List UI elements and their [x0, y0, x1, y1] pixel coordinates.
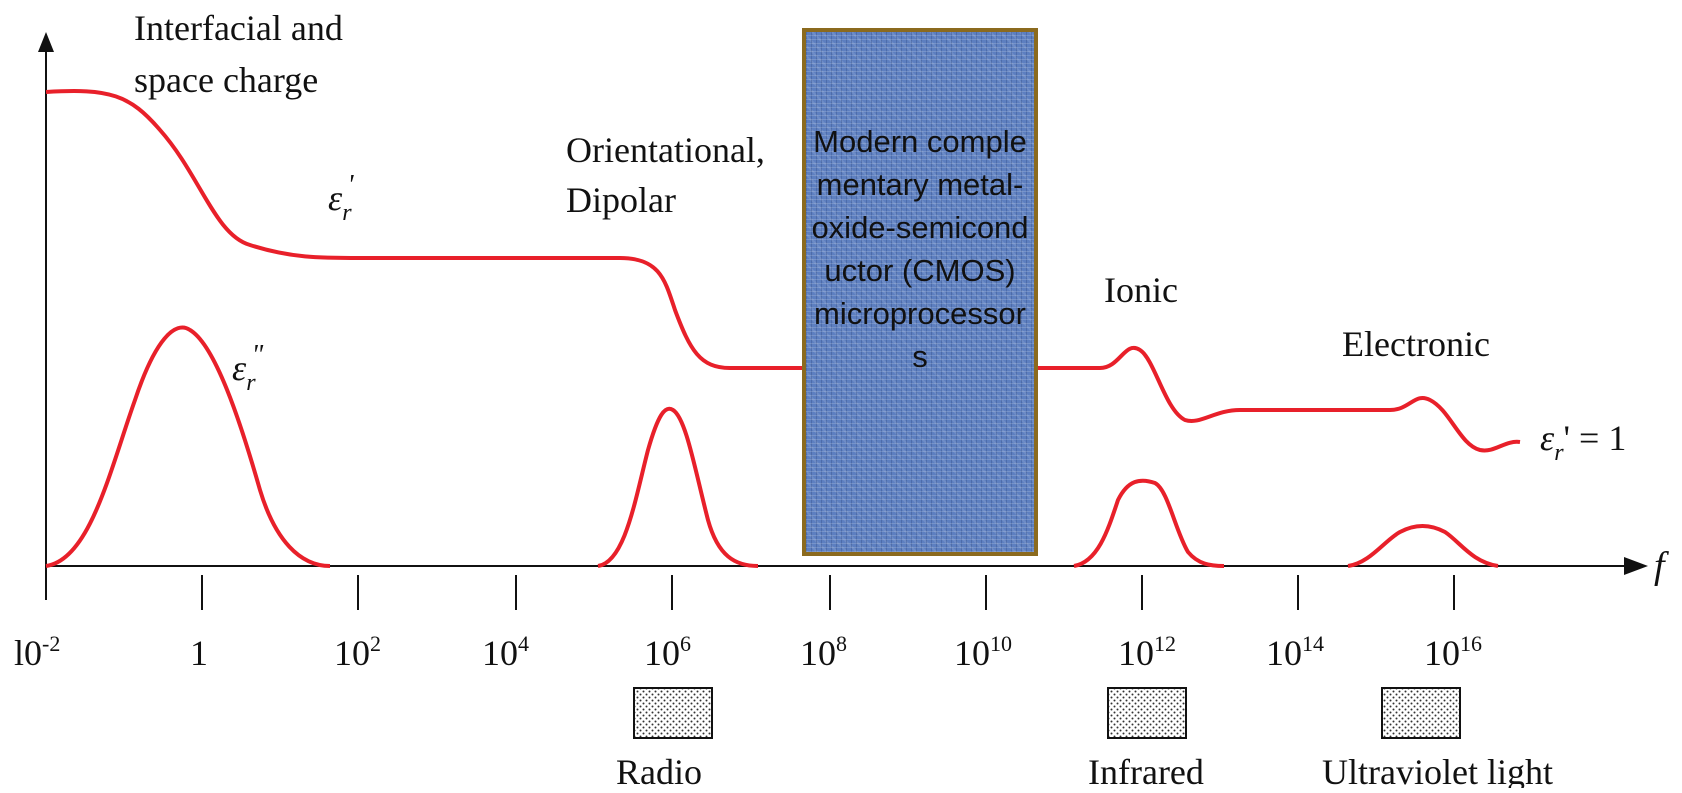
radio-band-label: Radio	[616, 752, 702, 788]
f-axis-label: f	[1654, 545, 1669, 587]
eps-imag-peak-3	[1073, 478, 1225, 568]
infrared-band-box	[1107, 687, 1187, 739]
orientational-label-line1: Orientational,	[566, 130, 765, 170]
interfacial-label-line1: Interfacial and	[134, 8, 343, 48]
electronic-label: Electronic	[1342, 324, 1490, 364]
infrared-band-label: Infrared	[1088, 752, 1204, 788]
tick-marks	[45, 566, 1455, 610]
y-axis-arrow	[38, 32, 54, 52]
ionic-label: Ionic	[1104, 270, 1178, 310]
eps-imag-peak-4	[1347, 524, 1499, 568]
tick-label-7: 1012	[1118, 631, 1176, 673]
radio-band-box	[633, 687, 713, 739]
tick-label-2: 102	[334, 631, 381, 673]
eps-imag-peak-1	[45, 325, 331, 568]
eps-imag-label: εr"	[232, 340, 264, 396]
tick-label-6: 1010	[954, 631, 1012, 673]
tick-label-9: 1016	[1424, 631, 1482, 673]
x-axis-arrow	[1624, 557, 1648, 575]
eps-imag-peak-2	[597, 406, 759, 568]
cmos-overlay-text: Modern complementary metal-oxide-semicon…	[811, 124, 1029, 374]
eps-real-label: εr'	[328, 170, 355, 226]
tick-label-0: l0-2	[14, 631, 60, 673]
tick-label-1: 1	[190, 633, 208, 673]
ultraviolet-band-box	[1381, 687, 1461, 739]
tick-label-4: 106	[644, 631, 691, 673]
eps-one-label: εr' = 1	[1540, 418, 1626, 466]
orientational-label-line2: Dipolar	[566, 180, 676, 220]
interfacial-label-line2: space charge	[134, 60, 318, 100]
eps-real-curve	[45, 88, 1521, 453]
ultraviolet-band-label: Ultraviolet light	[1322, 752, 1553, 788]
tick-label-5: 108	[800, 631, 847, 673]
cmos-overlay-box: Modern complementary metal-oxide-semicon…	[802, 28, 1038, 556]
tick-label-3: 104	[482, 631, 529, 673]
tick-label-8: 1014	[1266, 631, 1324, 673]
